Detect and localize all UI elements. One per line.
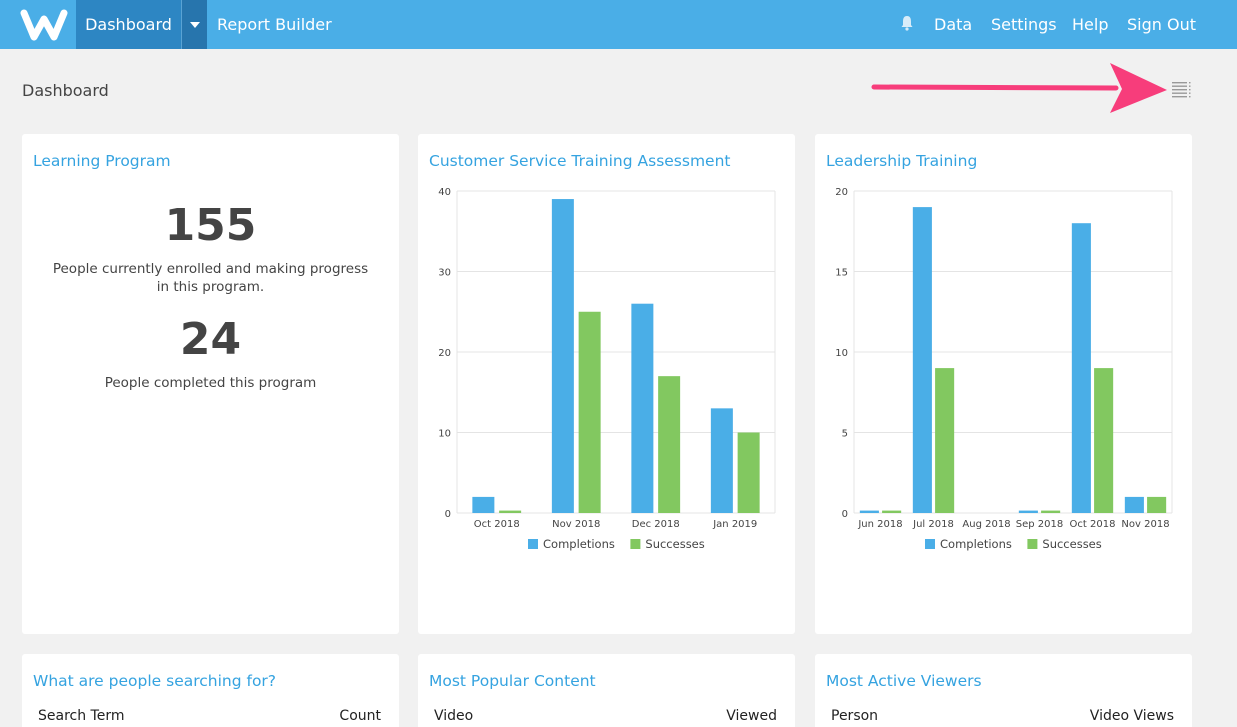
customer-service-chart-card: Customer Service Training Assessment 0 10… <box>418 134 795 634</box>
y-tick-label: 15 <box>835 268 848 279</box>
bar-successes-2[interactable] <box>658 376 681 513</box>
card-title[interactable]: Most Active Viewers <box>826 672 982 690</box>
completed-description: People completed this program <box>104 375 317 391</box>
column-header-person[interactable]: Person <box>831 708 879 724</box>
y-tick-label: 20 <box>438 348 451 359</box>
bell-icon[interactable] <box>900 15 914 31</box>
bar-successes-1[interactable] <box>935 368 955 513</box>
nav-sign-out[interactable]: Sign Out <box>1127 15 1196 34</box>
x-tick-label: Aug 2018 <box>962 519 1010 530</box>
bar-completions-4[interactable] <box>1071 223 1091 513</box>
x-tick-label: Dec 2018 <box>632 519 680 530</box>
logo-icon[interactable] <box>20 7 68 41</box>
card-title[interactable]: Leadership Training <box>826 152 978 170</box>
bar-completions-0[interactable] <box>859 510 879 513</box>
bar-completions-2[interactable] <box>631 303 654 513</box>
y-tick-label: 30 <box>438 268 451 279</box>
column-header-video[interactable]: Video <box>434 708 474 724</box>
x-tick-label: Oct 2018 <box>474 519 520 530</box>
y-tick-label: 10 <box>835 348 848 359</box>
bar-successes-3[interactable] <box>1041 510 1061 513</box>
learning-program-card: Learning Program 155 People currently en… <box>22 134 399 634</box>
bar-completions-1[interactable] <box>912 207 932 513</box>
bar-successes-4[interactable] <box>1094 368 1114 513</box>
x-tick-label: Jul 2018 <box>912 519 954 530</box>
y-tick-label: 20 <box>835 187 848 198</box>
column-header-video-views[interactable]: Video Views <box>1089 708 1174 724</box>
legend-swatch[interactable] <box>630 539 641 549</box>
bar-completions-3[interactable] <box>710 408 733 513</box>
y-tick-label: 0 <box>842 509 848 520</box>
dashboard-dropdown-caret-icon[interactable] <box>181 0 207 49</box>
nav-data[interactable]: Data <box>934 15 973 34</box>
page-title: Dashboard <box>22 81 109 100</box>
enrolled-count: 155 <box>164 200 257 251</box>
x-tick-label: Jan 2019 <box>712 519 757 530</box>
legend-swatch[interactable] <box>925 539 935 549</box>
nav-report-builder[interactable]: Report Builder <box>217 15 332 34</box>
search-terms-card: What are people searching for? Search Te… <box>22 654 399 727</box>
legend-swatch[interactable] <box>1027 539 1038 549</box>
x-tick-label: Sep 2018 <box>1016 519 1063 530</box>
column-header-viewed[interactable]: Viewed <box>726 708 777 724</box>
customer-service-bar-chart: 0 10 20 30 40 Oct 2018 Nov 2018 Dec 2018 Jan 201… <box>438 187 776 551</box>
legend-label[interactable]: Successes <box>645 537 704 551</box>
bar-successes-1[interactable] <box>578 311 601 513</box>
bar-completions-0[interactable] <box>472 496 495 513</box>
bar-successes-5[interactable] <box>1147 496 1167 513</box>
legend-label[interactable]: Completions <box>940 537 1012 551</box>
leadership-chart-card: Leadership Training 0 5 10 15 20 Jun 2018 Jul … <box>815 134 1192 634</box>
x-tick-label: Nov 2018 <box>1121 519 1169 530</box>
nav-help[interactable]: Help <box>1072 15 1109 34</box>
bar-successes-3[interactable] <box>737 432 760 514</box>
legend-label[interactable]: Successes <box>1042 537 1101 551</box>
popular-content-card: Most Popular Content Video Viewed <box>418 654 795 727</box>
layout-menu-icon[interactable] <box>1172 81 1194 99</box>
bar-successes-0[interactable] <box>499 510 522 513</box>
bar-completions-3[interactable] <box>1018 510 1038 513</box>
y-tick-label: 5 <box>842 429 848 440</box>
legend-label[interactable]: Completions <box>543 537 615 551</box>
top-navigation-bar: Dashboard Report Builder Data Settings H… <box>0 0 1237 49</box>
nav-settings[interactable]: Settings <box>991 15 1057 34</box>
x-tick-label: Jun 2018 <box>857 519 902 530</box>
x-tick-label: Nov 2018 <box>552 519 600 530</box>
x-tick-label: Oct 2018 <box>1070 519 1116 530</box>
bar-successes-0[interactable] <box>882 510 902 513</box>
leadership-bar-chart: 0 5 10 15 20 Jun 2018 Jul 2018 Aug 2018 Sep 2018… <box>835 187 1173 551</box>
completed-count: 24 <box>179 314 242 365</box>
y-tick-label: 10 <box>438 429 451 440</box>
bar-completions-1[interactable] <box>551 199 574 514</box>
column-header-count[interactable]: Count <box>339 708 381 724</box>
legend-swatch[interactable] <box>528 539 538 549</box>
active-viewers-card: Most Active Viewers Person Video Views <box>815 654 1192 727</box>
nav-dashboard[interactable]: Dashboard <box>76 0 181 49</box>
column-header-search-term[interactable]: Search Term <box>38 708 125 724</box>
y-tick-label: 0 <box>445 509 451 520</box>
bar-completions-5[interactable] <box>1124 496 1144 513</box>
y-tick-label: 40 <box>438 187 451 198</box>
enrolled-description: People currently enrolled and making pro… <box>52 261 369 295</box>
card-title[interactable]: Customer Service Training Assessment <box>429 152 731 170</box>
card-title[interactable]: What are people searching for? <box>33 672 277 690</box>
card-title[interactable]: Learning Program <box>33 152 171 170</box>
annotation-arrow-icon <box>871 63 1167 113</box>
card-title[interactable]: Most Popular Content <box>429 672 596 690</box>
